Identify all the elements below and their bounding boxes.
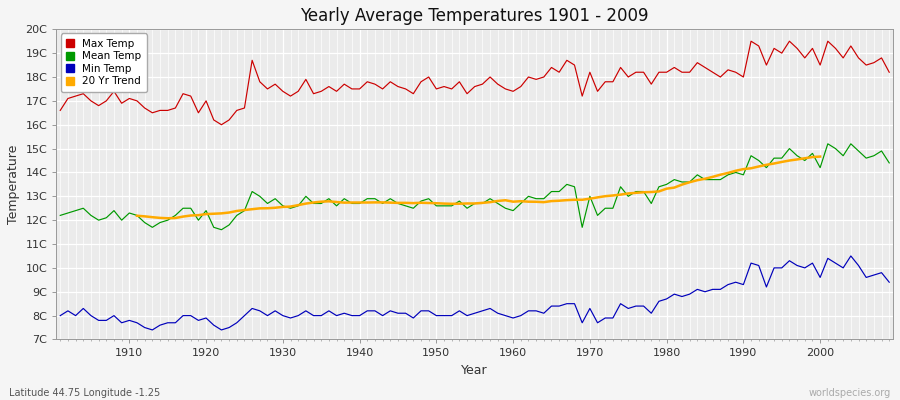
Y-axis label: Temperature: Temperature	[7, 145, 20, 224]
X-axis label: Year: Year	[462, 364, 488, 377]
Title: Yearly Average Temperatures 1901 - 2009: Yearly Average Temperatures 1901 - 2009	[301, 7, 649, 25]
Text: worldspecies.org: worldspecies.org	[809, 388, 891, 398]
Text: Latitude 44.75 Longitude -1.25: Latitude 44.75 Longitude -1.25	[9, 388, 160, 398]
Legend: Max Temp, Mean Temp, Min Temp, 20 Yr Trend: Max Temp, Mean Temp, Min Temp, 20 Yr Tre…	[60, 34, 147, 92]
